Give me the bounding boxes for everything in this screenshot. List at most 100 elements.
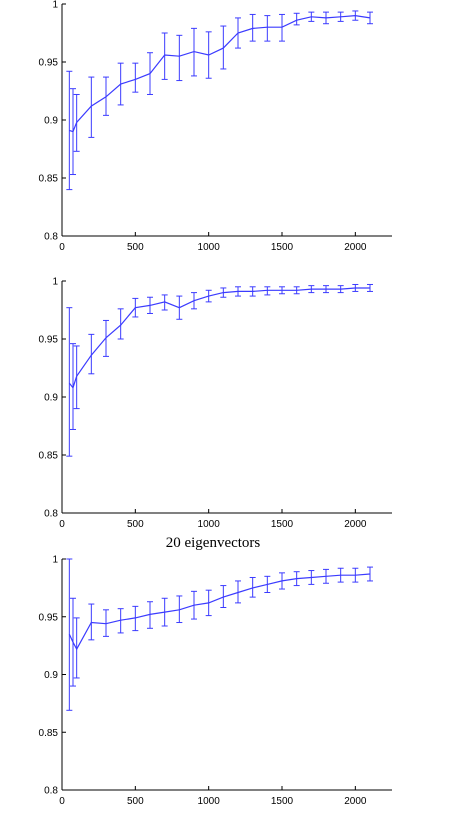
error-bar — [279, 13, 285, 42]
error-bar — [88, 76, 95, 138]
error-bar — [73, 93, 80, 152]
x-tick-label: 0 — [59, 796, 65, 807]
x-tick-label: 1000 — [198, 796, 221, 807]
series-line — [69, 14, 371, 133]
y-tick-label: 0.85 — [39, 451, 59, 462]
x-tick-label: 500 — [127, 519, 144, 530]
y-tick-label: 0.95 — [39, 335, 59, 346]
error-bar — [70, 597, 76, 687]
error-bar — [103, 319, 109, 357]
error-bar — [279, 286, 285, 295]
error-bar — [249, 13, 256, 42]
y-tick-label: 0.9 — [44, 393, 58, 404]
error-bar — [117, 608, 124, 634]
error-bar — [337, 567, 344, 583]
y-tick-label: 0.8 — [44, 232, 58, 243]
series-line — [68, 287, 370, 389]
error-bar — [308, 570, 315, 585]
x-tick-label: 0 — [59, 519, 65, 530]
y-tick-label: 0.8 — [44, 786, 58, 797]
error-bar — [147, 52, 153, 95]
error-bar — [70, 88, 76, 176]
x-tick-label: 1500 — [271, 242, 294, 253]
error-bar — [352, 567, 359, 583]
error-bar — [235, 580, 241, 604]
error-bar — [293, 286, 300, 295]
error-bar — [293, 12, 300, 26]
error-bar — [337, 11, 344, 22]
chart-panel-1: 0.8 0.85 0.9 0.95 1 0 500 1000 1500 2000 — [39, 0, 392, 253]
error-bar — [73, 345, 80, 410]
error-bar — [103, 76, 109, 116]
error-bar — [132, 297, 139, 318]
error-bar — [191, 27, 197, 77]
error-bar — [235, 286, 241, 297]
error-bar — [235, 17, 241, 49]
error-bar — [323, 285, 329, 294]
error-bar — [147, 601, 153, 629]
error-bar — [176, 34, 183, 82]
error-bar — [88, 603, 95, 641]
error-bar — [103, 609, 109, 637]
error-bar — [352, 283, 359, 292]
y-tick-label: 0.9 — [44, 670, 58, 681]
error-bar — [191, 292, 197, 310]
error-bar — [220, 25, 227, 70]
error-bar — [176, 595, 183, 624]
error-bar — [191, 590, 197, 620]
error-bar — [337, 285, 344, 294]
x-tick-label: 500 — [127, 796, 144, 807]
error-bar — [264, 575, 271, 593]
y-tick-label: 0.85 — [39, 728, 59, 739]
x-tick-label: 2000 — [344, 796, 367, 807]
x-tick-label: 1000 — [198, 242, 221, 253]
error-bar — [66, 70, 73, 191]
error-bar — [264, 286, 271, 296]
y-tick-label: 1 — [52, 0, 58, 11]
error-bar — [367, 11, 373, 25]
error-bar — [308, 285, 315, 294]
error-bar — [161, 294, 168, 311]
error-bar — [161, 597, 168, 627]
chart-title: 20 eigenvectors — [166, 535, 261, 551]
x-tick-label: 1500 — [271, 796, 294, 807]
error-bar — [220, 287, 227, 298]
y-tick-label: 1 — [52, 555, 58, 566]
error-bar — [220, 585, 227, 609]
error-bar — [279, 572, 285, 590]
error-bar — [161, 32, 168, 80]
error-bar — [367, 283, 373, 292]
error-bar — [323, 11, 329, 25]
error-bar — [205, 589, 212, 617]
error-bar — [249, 576, 256, 598]
chart-panel-3: 0.8 0.85 0.9 0.95 1 0 500 1000 1500 2000 — [39, 555, 392, 807]
error-bar — [323, 568, 329, 584]
y-tick-label: 0.95 — [39, 612, 59, 623]
error-bar — [132, 605, 139, 632]
error-bar — [249, 286, 256, 297]
error-bar — [293, 571, 300, 587]
error-bar — [264, 15, 271, 42]
error-bar — [367, 566, 373, 582]
error-bar — [205, 31, 212, 79]
error-bar — [66, 307, 73, 457]
error-bar — [176, 295, 183, 320]
y-tick-label: 0.9 — [44, 116, 58, 127]
x-tick-label: 1500 — [271, 519, 294, 530]
error-bar — [117, 308, 124, 340]
error-bar — [73, 617, 80, 679]
x-tick-label: 2000 — [344, 242, 367, 253]
error-bar — [147, 296, 153, 314]
error-bar — [117, 62, 124, 106]
error-bar — [66, 558, 73, 711]
error-bar — [70, 343, 76, 430]
error-bar — [205, 289, 212, 303]
y-tick-label: 1 — [52, 277, 58, 288]
y-tick-label: 0.8 — [44, 509, 58, 520]
error-bar — [352, 10, 359, 21]
series-line — [68, 573, 371, 651]
error-bar — [132, 62, 139, 93]
x-tick-label: 0 — [59, 242, 65, 253]
x-tick-label: 1000 — [198, 519, 221, 530]
